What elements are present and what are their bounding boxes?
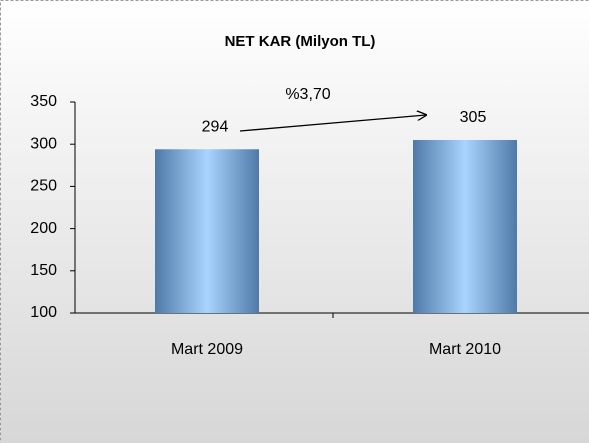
data-label: 305 — [460, 109, 487, 126]
y-tick-label: 100 — [30, 304, 57, 321]
data-label: 294 — [202, 118, 229, 135]
bar — [155, 149, 259, 313]
annotation: %3,70 — [285, 86, 330, 103]
y-tick-label: 150 — [30, 262, 57, 279]
x-tick-label: Mart 2009 — [171, 341, 243, 358]
chart-title: NET KAR (Milyon TL) — [225, 33, 376, 50]
bar — [413, 139, 517, 313]
y-tick-label: 350 — [30, 93, 57, 110]
arrow — [239, 115, 426, 132]
y-tick-label: 200 — [30, 220, 57, 237]
y-tick-label: 250 — [30, 178, 57, 195]
x-tick-label: Mart 2010 — [429, 341, 501, 358]
y-tick-label: 300 — [30, 135, 57, 152]
